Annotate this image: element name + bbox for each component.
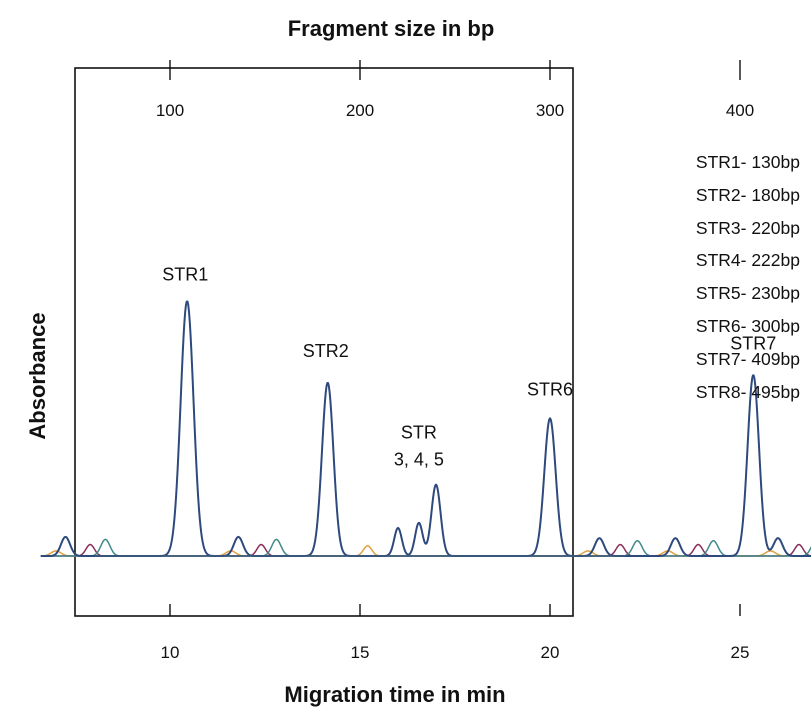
x-tick-label: 25 [731,643,750,662]
top-tick-label: 300 [536,101,564,120]
trace-series-3 [40,543,811,557]
x-axis-title: Migration time in min [284,682,505,707]
top-axis: 100200300400500 [156,60,754,120]
top-tick-label: 400 [726,101,754,120]
trace-series-1 [40,300,811,557]
legend-item: STR5- 230bp [695,283,800,304]
x-tick-label: 15 [351,643,370,662]
legend-item: STR1- 130bp [695,152,800,172]
y-axis-title: Absorbance [25,312,50,439]
legend-item: STR2- 180bp [695,184,800,205]
peak-label: 3, 4, 5 [394,450,444,470]
legend-item: STR7- 409bp [695,348,800,369]
peak-label: STR7 [730,333,776,353]
plot-frame [74,67,574,617]
legend: STR1- 130bp STR2- 180bp STR3- 220bp STR4- 2… [640,146,800,408]
legend-item: STR8- 495bp [695,381,800,402]
legend-item: STR4- 222bp [695,250,800,271]
legend-item: STR3- 220bp [695,217,800,238]
peak-label: STR [401,423,437,443]
top-axis-title: Fragment size in bp [288,16,495,41]
top-tick-label: 200 [346,101,374,120]
peak-label: STR6 [527,379,573,399]
peak-label: STR1 [162,265,208,285]
peak-label: STR2 [303,341,349,361]
top-tick-label: 100 [156,101,184,120]
legend-item: STR6- 300bp [695,315,800,336]
x-tick-label: 10 [161,643,180,662]
x-tick-label: 20 [541,643,560,662]
bottom-axis: 1015202530 [161,604,750,662]
